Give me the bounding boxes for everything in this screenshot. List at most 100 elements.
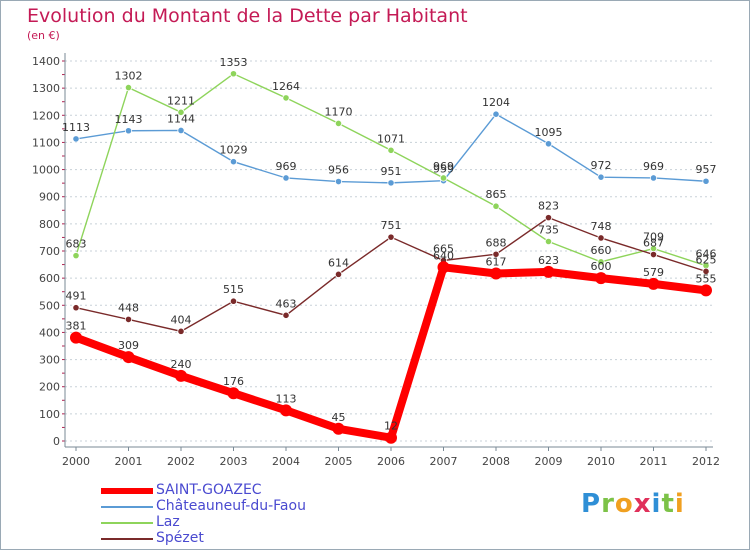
data-point	[124, 84, 133, 92]
data-label: 688	[486, 236, 507, 249]
data-label: 660	[591, 244, 612, 257]
data-point	[544, 214, 553, 222]
legend-label: SAINT-GOAZEC	[156, 482, 262, 498]
y-tick-label: 0	[53, 435, 60, 448]
y-tick-label: 100	[39, 408, 60, 421]
data-point	[282, 174, 290, 182]
y-tick-label: 200	[39, 381, 60, 394]
data-label: 709	[643, 231, 664, 244]
x-tick-label: 2004	[272, 455, 300, 468]
data-point	[229, 297, 238, 305]
data-point	[229, 70, 238, 78]
data-label: 969	[276, 160, 297, 173]
y-tick-label: 400	[39, 326, 60, 339]
data-point	[490, 267, 502, 280]
data-point	[72, 304, 80, 312]
legend-swatch	[101, 488, 153, 494]
data-point	[282, 94, 290, 102]
legend-label: Châteauneuf-du-Faou	[156, 498, 306, 514]
grid-lines	[65, 60, 713, 442]
legend-item: Châteauneuf-du-Faou	[101, 498, 361, 515]
chart-title: Evolution du Montant de la Dette par Hab…	[27, 5, 468, 27]
data-point	[334, 177, 343, 186]
y-tick-label: 1300	[32, 82, 60, 95]
data-label: 951	[381, 165, 402, 178]
data-label: 640	[433, 249, 454, 262]
brand-letter: P	[581, 489, 602, 519]
data-point	[229, 158, 238, 166]
data-label: 1143	[115, 113, 143, 126]
data-label: 1353	[220, 56, 248, 69]
data-label: 1264	[272, 80, 300, 93]
y-tick-label: 800	[39, 218, 60, 231]
series-line	[72, 263, 710, 442]
brand-letter: i	[651, 489, 662, 519]
data-point	[280, 404, 292, 417]
data-point	[334, 119, 343, 128]
y-tick-label: 700	[39, 245, 60, 258]
data-label: 12	[384, 420, 398, 433]
data-point	[387, 146, 395, 154]
data-point	[387, 179, 395, 187]
data-label: 463	[276, 297, 297, 310]
data-label: 823	[538, 200, 559, 213]
data-label: 683	[66, 238, 87, 251]
data-label: 735	[538, 224, 559, 237]
data-label: 625	[696, 253, 717, 266]
data-label: 1029	[220, 144, 248, 157]
data-label: 957	[696, 163, 717, 176]
data-label: 972	[591, 159, 612, 172]
legend-item: Spézet	[101, 530, 361, 547]
chart-subtitle: (en €)	[27, 29, 60, 42]
data-label: 579	[643, 266, 664, 279]
data-label: 1113	[62, 121, 90, 134]
x-tick-label: 2010	[587, 455, 615, 468]
data-point	[177, 126, 185, 135]
x-tick-label: 2007	[430, 455, 458, 468]
y-tick-label: 900	[39, 191, 60, 204]
brand-letter: x	[633, 489, 652, 519]
brand-logo: Proxiti	[581, 489, 685, 519]
x-tick-label: 2000	[62, 455, 90, 468]
data-label: 1144	[167, 112, 195, 125]
data-label: 176	[223, 375, 244, 388]
data-point	[595, 272, 607, 285]
x-tick-label: 2011	[640, 455, 668, 468]
chart-legend: SAINT-GOAZEC Châteauneuf-du-Faou Laz Spé…	[101, 482, 361, 547]
x-tick-label: 2005	[325, 455, 353, 468]
data-label: 687	[643, 237, 664, 250]
y-tick-label: 1000	[32, 164, 60, 177]
data-label: 665	[433, 243, 454, 256]
legend-label: Laz	[156, 514, 180, 530]
data-point	[437, 261, 450, 274]
legend-swatch	[101, 538, 153, 540]
data-point	[282, 311, 290, 319]
series-lines	[70, 70, 712, 444]
data-label: 1302	[115, 70, 143, 83]
data-label: 1071	[377, 132, 405, 145]
data-point	[175, 369, 187, 382]
data-point	[702, 177, 710, 185]
data-label: 969	[643, 160, 664, 173]
brand-letter: i	[674, 489, 685, 519]
data-label: 865	[486, 188, 507, 201]
data-label: 748	[591, 220, 612, 233]
data-point	[649, 250, 658, 259]
data-point	[542, 265, 555, 278]
data-label: 646	[696, 248, 717, 261]
data-labels: 381 309 240 176 113 45 12 640 617 623 600 579 555 111…	[62, 56, 717, 433]
legend-item: Laz	[101, 514, 361, 531]
data-point	[177, 327, 185, 335]
data-point	[647, 277, 660, 290]
data-label: 600	[591, 260, 612, 273]
data-point	[177, 108, 185, 116]
data-point	[124, 127, 133, 135]
x-tick-label: 2003	[220, 455, 248, 468]
data-label: 309	[118, 339, 139, 352]
data-point	[649, 174, 658, 182]
data-point	[72, 252, 80, 260]
x-tick-label: 2008	[482, 455, 510, 468]
data-label: 1095	[535, 126, 563, 139]
